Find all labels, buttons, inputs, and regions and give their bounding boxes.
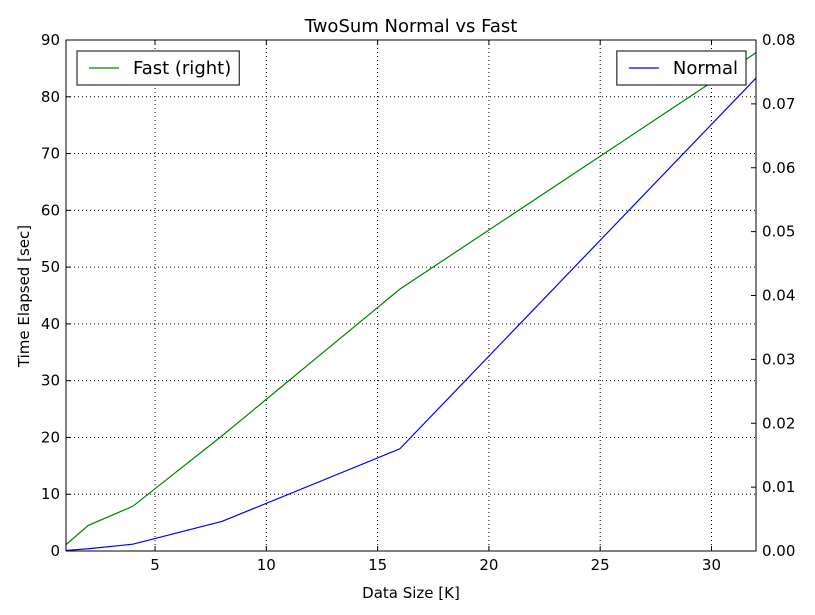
- y-tick-label-left: 50: [41, 258, 60, 276]
- legend-top-right: Normal: [616, 50, 747, 86]
- y-tick-label-right: 0.01: [762, 478, 795, 496]
- y-tick-label-right: 0.00: [762, 542, 795, 560]
- legend-label: Normal: [673, 58, 738, 79]
- grid-layer: [66, 39, 756, 552]
- x-tick-label: 5: [150, 556, 160, 574]
- y-tick-label-right: 0.05: [762, 223, 795, 241]
- y-tick-label-left: 30: [41, 372, 60, 390]
- y-tick-label-right: 0.08: [762, 31, 795, 49]
- series-layer: [65, 52, 757, 552]
- y-tick-label-right: 0.06: [762, 159, 795, 177]
- legend-layer: Normal Fast (right): [76, 50, 747, 86]
- y-tick-label-left: 10: [41, 485, 60, 503]
- y-tick-label-left: 80: [41, 88, 60, 106]
- y-tick-label-right: 0.03: [762, 350, 795, 368]
- y-tick-label-left: 60: [41, 201, 60, 219]
- x-tick-label: 30: [702, 556, 721, 574]
- x-tick-label: 20: [479, 556, 498, 574]
- plot-frame: [65, 39, 757, 552]
- x-axis-label: Data Size [K]: [362, 584, 460, 602]
- x-tick-label: 10: [257, 556, 276, 574]
- y-tick-label-right: 0.07: [762, 95, 795, 113]
- labels-layer: TwoSum Normal vs Fast Data Size [K] Time…: [15, 16, 517, 602]
- y-tick-label-left: 70: [41, 145, 60, 163]
- ticks-layer: 5 10 15 20 25 30 0 10 20 30 40 50 60 70 80 90 0.00 0.01 0.…: [41, 31, 796, 574]
- x-tick-label: 15: [368, 556, 387, 574]
- y-tick-label-left: 0: [50, 542, 60, 560]
- legend-label: Fast (right): [133, 58, 231, 79]
- y-tick-label-left: 90: [41, 31, 60, 49]
- series-line-normal: [65, 77, 757, 552]
- y-tick-label-left: 40: [41, 315, 60, 333]
- y-axis-label-left: Time Elapsed [sec]: [15, 225, 33, 368]
- y-tick-label-right: 0.04: [762, 287, 795, 305]
- y-tick-label-left: 20: [41, 428, 60, 446]
- y-tick-label-right: 0.02: [762, 414, 795, 432]
- x-tick-label: 25: [591, 556, 610, 574]
- chart-title: TwoSum Normal vs Fast: [304, 16, 518, 37]
- series-line-fast-right: [65, 52, 757, 546]
- legend-top-left: Fast (right): [76, 50, 240, 86]
